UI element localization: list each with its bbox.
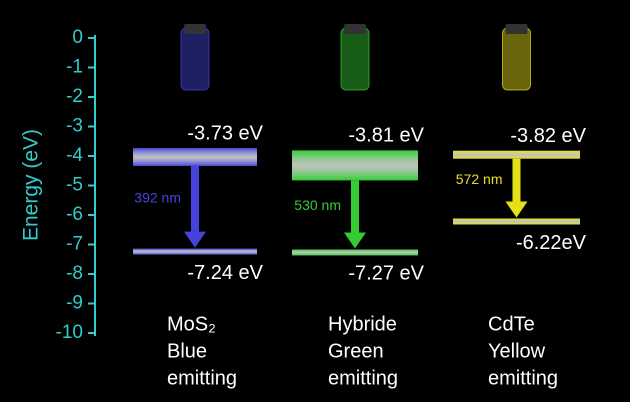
material-label: Blue bbox=[167, 340, 207, 362]
material-label: Hybride bbox=[328, 313, 397, 335]
y-tick-label: -6 bbox=[66, 204, 83, 225]
y-tick-label: -2 bbox=[66, 86, 83, 107]
y-tick-label: -5 bbox=[66, 175, 83, 196]
lumo-label: -3.81 eV bbox=[348, 125, 424, 147]
vial-cap bbox=[505, 24, 528, 34]
y-tick-label: -3 bbox=[66, 116, 83, 137]
vial-cap bbox=[344, 24, 366, 34]
material-label: emitting bbox=[167, 367, 237, 389]
homo-band bbox=[133, 248, 257, 255]
y-tick-label: -4 bbox=[66, 145, 83, 166]
lumo-band bbox=[133, 148, 257, 167]
lumo-band bbox=[453, 150, 580, 159]
vial-cap bbox=[184, 24, 206, 34]
material-label: emitting bbox=[328, 367, 398, 389]
homo-band bbox=[292, 249, 418, 256]
material-label: emitting bbox=[488, 367, 558, 389]
material-label: CdTe bbox=[488, 313, 535, 335]
emission-label: 392 nm bbox=[134, 190, 181, 206]
y-tick-label: -9 bbox=[66, 293, 83, 314]
material-label: Yellow bbox=[488, 340, 546, 362]
y-axis-label: Energy (eV) bbox=[20, 129, 43, 241]
y-tick-label: 0 bbox=[72, 27, 83, 48]
transition-arrow bbox=[184, 166, 206, 248]
lumo-label: -3.82 eV bbox=[510, 125, 586, 147]
homo-label: -7.24 eV bbox=[187, 262, 263, 284]
emission-label: 530 nm bbox=[294, 197, 341, 213]
emission-label: 572 nm bbox=[456, 171, 503, 187]
homo-label: -7.27 eV bbox=[348, 263, 424, 285]
vial bbox=[502, 27, 531, 91]
vial bbox=[340, 27, 370, 91]
lumo-band bbox=[292, 150, 418, 181]
vial bbox=[180, 27, 210, 91]
homo-label: -6.22eV bbox=[516, 232, 587, 254]
y-tick-label: -7 bbox=[66, 234, 83, 255]
transition-arrow bbox=[344, 180, 366, 249]
transition-arrow bbox=[505, 158, 528, 218]
y-tick-label: -1 bbox=[66, 57, 83, 78]
material-label: MoS₂ bbox=[167, 313, 216, 335]
homo-band bbox=[453, 218, 580, 225]
y-tick-label: -10 bbox=[56, 322, 83, 343]
lumo-label: -3.73 eV bbox=[187, 122, 263, 144]
y-tick-label: -8 bbox=[66, 263, 83, 284]
material-label: Green bbox=[328, 340, 384, 362]
